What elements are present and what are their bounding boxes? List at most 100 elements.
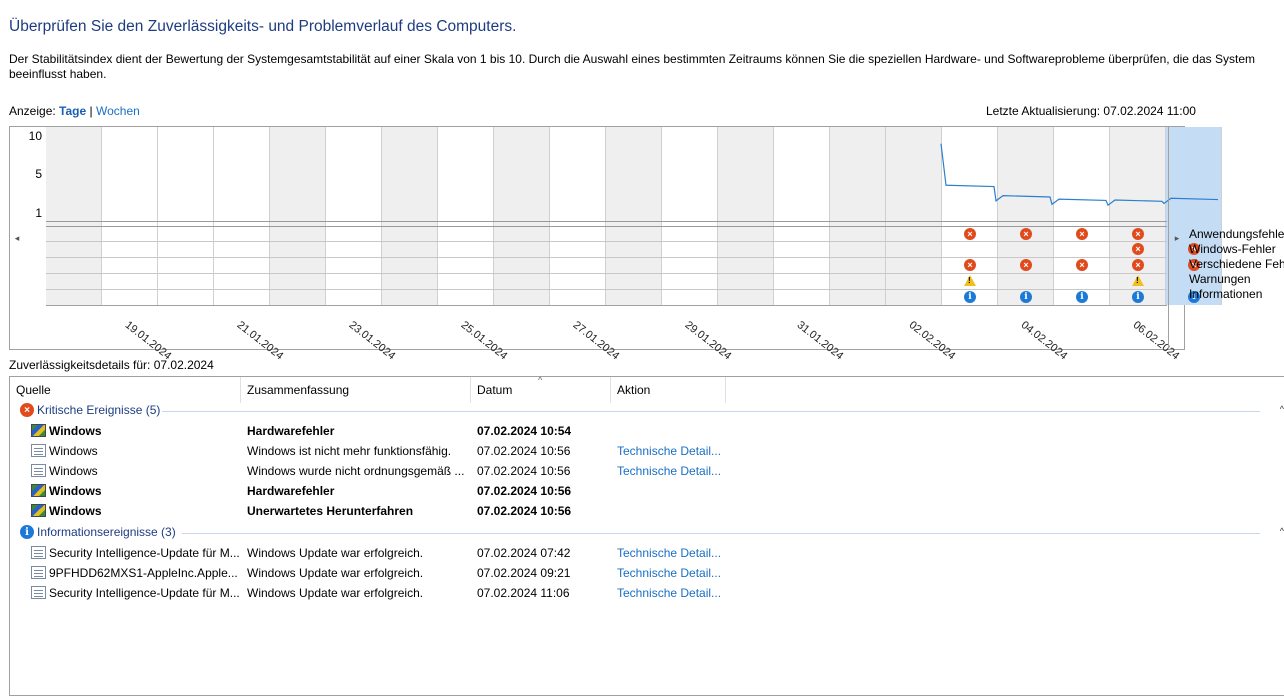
view-weeks-link[interactable]: Wochen xyxy=(95,104,140,118)
day-column[interactable] xyxy=(214,127,270,305)
day-column[interactable] xyxy=(662,127,718,305)
error-icon: × xyxy=(20,403,34,417)
error-icon[interactable]: × xyxy=(1188,243,1200,255)
day-column[interactable] xyxy=(46,127,102,305)
day-column[interactable] xyxy=(494,127,550,305)
column-header-source[interactable]: Quelle xyxy=(10,377,241,403)
action-link[interactable]: Technische Detail... xyxy=(617,444,722,458)
group-divider xyxy=(162,411,1260,412)
group-header[interactable]: i Informationsereignisse (3) xyxy=(20,525,176,539)
y-axis: 10 5 1 xyxy=(25,127,45,227)
day-column[interactable] xyxy=(326,127,382,305)
column-header-date[interactable]: Datum xyxy=(471,377,611,403)
x-tick-label: 19.01.2024 xyxy=(122,319,174,363)
error-icon[interactable]: × xyxy=(1076,228,1088,240)
scroll-right-button[interactable]: ▸ xyxy=(1168,127,1185,350)
error-icon[interactable]: × xyxy=(1076,259,1088,271)
collapse-chevron-icon[interactable]: ^ xyxy=(1279,404,1284,414)
day-column[interactable] xyxy=(998,127,1054,305)
day-column[interactable] xyxy=(1054,127,1110,305)
x-tick-label: 23.01.2024 xyxy=(346,319,398,363)
event-log-icon xyxy=(31,546,46,559)
group-header[interactable]: × Kritische Ereignisse (5) xyxy=(20,403,160,417)
event-log-icon xyxy=(31,444,46,457)
row-divider xyxy=(46,221,1167,222)
day-column[interactable] xyxy=(606,127,662,305)
x-axis: 19.01.2024 21.01.2024 23.01.2024 25.01.2024… xyxy=(46,305,1181,362)
list-item[interactable]: 9PFHDD62MXS1-AppleInc.Apple... Windows Up… xyxy=(10,563,1280,583)
info-icon[interactable]: i xyxy=(1020,291,1032,303)
error-icon[interactable]: × xyxy=(1020,259,1032,271)
info-icon[interactable]: i xyxy=(1132,291,1144,303)
event-log-icon xyxy=(31,586,46,599)
list-item[interactable]: Windows Windows wurde nicht ordnungsgemäß… xyxy=(10,461,1280,481)
list-item[interactable]: Windows Hardwarefehler 07.02.2024 10:54 xyxy=(10,421,1280,441)
error-icon[interactable]: × xyxy=(1132,259,1144,271)
day-column[interactable] xyxy=(830,127,886,305)
summary-cell: Windows Update war erfolgreich. xyxy=(247,546,424,560)
scroll-left-button[interactable]: ◂ xyxy=(14,233,20,243)
day-column[interactable] xyxy=(774,127,830,305)
action-link[interactable]: Technische Detail... xyxy=(617,566,722,580)
day-column[interactable] xyxy=(550,127,606,305)
x-tick-label: 02.02.2024 xyxy=(906,319,958,363)
day-column[interactable] xyxy=(1166,127,1222,305)
row-divider xyxy=(46,226,1167,227)
source-cell: Windows xyxy=(49,504,102,518)
error-icon[interactable]: × xyxy=(1132,228,1144,240)
source-cell: Windows xyxy=(49,464,98,478)
day-column[interactable] xyxy=(270,127,326,305)
info-icon[interactable]: i xyxy=(1076,291,1088,303)
info-icon[interactable]: i xyxy=(964,291,976,303)
y-tick-label: 5 xyxy=(35,167,42,181)
last-update-label: Letzte Aktualisierung: 07.02.2024 11:00 xyxy=(986,104,1196,118)
error-icon[interactable]: × xyxy=(964,259,976,271)
info-icon[interactable]: i xyxy=(1188,291,1200,303)
list-item[interactable]: Security Intelligence-Update für M... Win… xyxy=(10,543,1280,563)
group-title: Kritische Ereignisse (5) xyxy=(37,403,161,417)
error-icon[interactable]: × xyxy=(1020,228,1032,240)
date-cell: 07.02.2024 10:56 xyxy=(477,444,571,458)
windows-shield-icon xyxy=(31,484,46,497)
row-divider xyxy=(46,241,1167,242)
x-tick-label: 29.01.2024 xyxy=(682,319,734,363)
warning-icon[interactable]: ! xyxy=(1132,275,1144,286)
day-column[interactable] xyxy=(942,127,998,305)
day-column[interactable] xyxy=(158,127,214,305)
column-header-summary[interactable]: Zusammenfassung xyxy=(241,377,471,403)
action-link[interactable]: Technische Detail... xyxy=(617,586,722,600)
reliability-chart[interactable]: ◂ 10 5 1 × × × × × × × × × × ×!! i i i i i 19.01.2024 21… xyxy=(9,126,1222,362)
day-column[interactable] xyxy=(438,127,494,305)
day-column[interactable] xyxy=(102,127,158,305)
day-column[interactable] xyxy=(886,127,942,305)
x-tick-label: 21.01.2024 xyxy=(234,319,286,363)
legend-item: Informationen xyxy=(1189,287,1263,301)
source-cell: Security Intelligence-Update für M... xyxy=(49,546,239,560)
error-icon[interactable]: × xyxy=(1132,243,1144,255)
view-days-link[interactable]: Tage xyxy=(59,104,87,118)
x-tick-label: 04.02.2024 xyxy=(1018,319,1070,363)
source-cell: Windows xyxy=(49,444,98,458)
details-list[interactable]: Quelle Zusammenfassung Datum Aktion ^ × K… xyxy=(9,375,1284,696)
action-link[interactable]: Technische Detail... xyxy=(617,464,722,478)
list-item[interactable]: Windows Hardwarefehler 07.02.2024 10:56 xyxy=(10,481,1280,501)
summary-cell: Windows Update war erfolgreich. xyxy=(247,566,424,580)
day-column[interactable] xyxy=(718,127,774,305)
chart-plot-area[interactable]: × × × × × × × × × × ×!! i i i i i xyxy=(46,127,1222,305)
action-link[interactable]: Technische Detail... xyxy=(617,546,722,560)
list-item[interactable]: Security Intelligence-Update für M... Win… xyxy=(10,583,1280,603)
collapse-chevron-icon[interactable]: ^ xyxy=(1279,526,1284,536)
list-item[interactable]: Windows Windows ist nicht mehr funktionsf… xyxy=(10,441,1280,461)
column-header-action[interactable]: Aktion xyxy=(611,377,726,403)
page-description: Der Stabilitätsindex dient der Bewertung… xyxy=(9,52,1255,81)
error-icon[interactable]: × xyxy=(964,228,976,240)
list-item[interactable]: Windows Unerwartetes Herunterfahren 07.02.… xyxy=(10,501,1280,521)
warning-icon[interactable]: ! xyxy=(964,275,976,286)
date-cell: 07.02.2024 10:56 xyxy=(477,504,572,518)
view-label: Anzeige: xyxy=(9,104,56,118)
sort-indicator-icon: ^ xyxy=(538,375,543,385)
day-column[interactable] xyxy=(382,127,438,305)
error-icon[interactable]: × xyxy=(1188,259,1200,271)
view-separator: | xyxy=(89,104,93,118)
group-divider xyxy=(182,533,1260,534)
